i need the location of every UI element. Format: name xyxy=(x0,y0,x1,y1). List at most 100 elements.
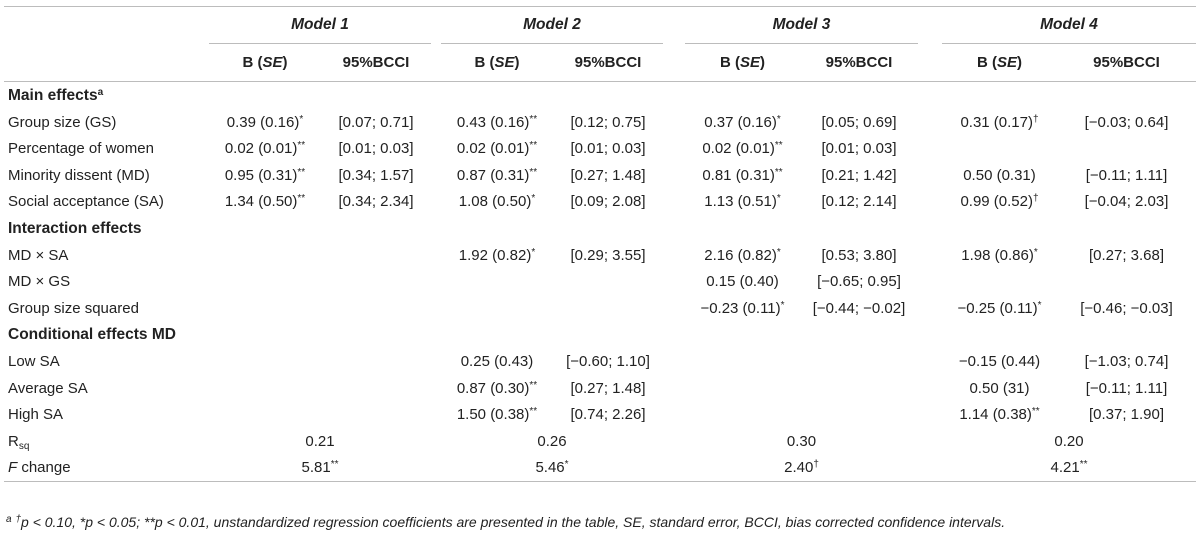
coef-cell xyxy=(685,402,800,429)
coef-cell xyxy=(209,242,321,269)
table-row: MD × SA 1.92 (0.82)* [0.29; 3.55] 2.16 (0.8… xyxy=(4,242,1196,269)
ci-cell: [−0.04; 2.03] xyxy=(1084,193,1169,211)
rsq-model-1: 0.21 xyxy=(305,432,335,450)
ci-cell: [−0.44; −0.02] xyxy=(812,299,906,317)
coef-cell: 0.15 (0.40) xyxy=(706,273,779,291)
section-title: Main effectsa xyxy=(8,86,104,104)
ci-cell: [0.27; 3.68] xyxy=(1088,246,1165,264)
ci-cell: [0.29; 3.55] xyxy=(570,246,646,264)
section-title: Interaction effects xyxy=(8,219,142,237)
model-1-header: Model 1 xyxy=(291,16,349,33)
coef-cell: 0.87 (0.31)** xyxy=(456,166,538,184)
b-se-header: B (SE) xyxy=(441,43,553,82)
model-2-header: Model 2 xyxy=(523,16,581,33)
ci-cell xyxy=(800,349,918,376)
coef-cell: 0.02 (0.01)** xyxy=(224,140,306,158)
coef-cell: 0.95 (0.31)** xyxy=(224,166,306,184)
footnote-marker: a xyxy=(6,514,12,525)
footnote-dagger: † xyxy=(15,514,22,525)
coef-cell xyxy=(685,375,800,402)
table-row: Minority dissent (MD) 0.95 (0.31)** [0.34;… xyxy=(4,162,1196,189)
ci-cell xyxy=(321,242,431,269)
coef-cell: −0.25 (0.11)* xyxy=(957,299,1042,317)
fchange-model-1: 5.81** xyxy=(301,459,339,477)
ci-header: 95%BCCI xyxy=(553,43,663,82)
rsq-row: Rsq 0.21 0.26 0.30 0.20 xyxy=(4,428,1196,455)
row-label: Low SA xyxy=(8,353,60,371)
model-4-header: Model 4 xyxy=(1040,16,1098,33)
ci-cell xyxy=(800,375,918,402)
ci-cell: [0.12; 0.75] xyxy=(570,113,646,131)
ci-cell: [−0.11; 1.11] xyxy=(1085,166,1168,184)
ci-cell: [0.07; 0.71] xyxy=(338,113,414,131)
row-label: MD × SA xyxy=(8,246,69,264)
row-label: Minority dissent (MD) xyxy=(8,166,150,184)
row-label: Group size squared xyxy=(8,299,139,317)
coef-cell: 0.25 (0.43) xyxy=(460,353,534,371)
ci-cell xyxy=(321,295,431,322)
b-se-header: B (SE) xyxy=(942,43,1057,82)
coef-cell: −0.23 (0.11)* xyxy=(700,299,785,317)
coef-cell: 0.87 (0.30)** xyxy=(456,379,538,397)
ci-cell: [0.21; 1.42] xyxy=(821,166,897,184)
column-header-row: B (SE) 95%BCCI B (SE) 95%BCCI B (SE) 95%BCCI B… xyxy=(4,43,1196,82)
coef-cell: 0.50 (31) xyxy=(969,379,1030,397)
coef-cell xyxy=(942,269,1057,296)
coef-cell xyxy=(209,349,321,376)
coef-cell: 1.92 (0.82)* xyxy=(458,246,536,264)
coef-cell: 2.16 (0.82)* xyxy=(704,246,781,264)
table-row: Group size squared −0.23 (0.11)* [−0.44; −… xyxy=(4,295,1196,322)
ci-cell: [0.27; 1.48] xyxy=(570,379,646,397)
ci-cell: [0.01; 0.03] xyxy=(821,140,897,158)
coef-cell: 0.39 (0.16)* xyxy=(226,113,304,131)
b-se-header: B (SE) xyxy=(209,43,321,82)
regression-table: Model 1 Model 2 Model 3 Model 4 B (SE) 95… xyxy=(4,6,1196,482)
ci-cell: [0.53; 3.80] xyxy=(821,246,897,264)
rsq-model-4: 0.20 xyxy=(1054,432,1084,450)
table-row: Percentage of women 0.02 (0.01)** [0.01; 0… xyxy=(4,136,1196,163)
ci-cell: [0.09; 2.08] xyxy=(570,193,646,211)
row-label: Social acceptance (SA) xyxy=(8,193,164,211)
coef-cell: 1.13 (0.51)* xyxy=(704,193,781,211)
fchange-row: F change 5.81** 5.46* 2.40† 4.21** xyxy=(4,455,1196,482)
table-row: Social acceptance (SA) 1.34 (0.50)** [0.34… xyxy=(4,189,1196,216)
row-label: High SA xyxy=(8,406,64,424)
ci-cell: [0.27; 1.48] xyxy=(570,166,646,184)
table-row: Group size (GS) 0.39 (0.16)* [0.07; 0.71] 0… xyxy=(4,109,1196,136)
ci-cell: [0.37; 1.90] xyxy=(1088,406,1165,424)
model-header-row: Model 1 Model 2 Model 3 Model 4 xyxy=(4,7,1196,44)
table-row: MD × GS 0.15 (0.40) [−0.65; 0.95] xyxy=(4,269,1196,296)
table-row: Average SA 0.87 (0.30)** [0.27; 1.48] 0.50 … xyxy=(4,375,1196,402)
coef-cell xyxy=(209,269,321,296)
section-header: Conditional effects MD xyxy=(4,322,1196,349)
table-row: Low SA 0.25 (0.43) [−0.60; 1.10] −0.15 (0.4… xyxy=(4,349,1196,376)
ci-header: 95%BCCI xyxy=(321,43,431,82)
coef-cell: 0.99 (0.52)† xyxy=(960,193,1039,211)
ci-cell: [0.01; 0.03] xyxy=(570,140,646,158)
ci-cell: [−1.03; 0.74] xyxy=(1084,353,1169,371)
ci-cell: [0.01; 0.03] xyxy=(338,140,414,158)
rsq-model-3: 0.30 xyxy=(786,432,817,450)
coef-cell xyxy=(685,349,800,376)
ci-cell xyxy=(553,269,663,296)
rsq-model-2: 0.26 xyxy=(537,432,567,450)
coef-cell xyxy=(942,136,1057,163)
section-title: Conditional effects MD xyxy=(8,326,176,343)
ci-cell xyxy=(553,295,663,322)
section-header: Interaction effects xyxy=(4,215,1196,242)
coef-cell: 1.98 (0.86)* xyxy=(961,246,1038,264)
ci-cell xyxy=(321,269,431,296)
b-se-header: B (SE) xyxy=(685,43,800,82)
fchange-label: F change xyxy=(8,459,71,477)
coef-cell: 1.14 (0.38)** xyxy=(959,406,1040,424)
ci-header: 95%BCCI xyxy=(1057,43,1196,82)
coef-cell xyxy=(209,295,321,322)
fchange-model-2: 5.46* xyxy=(535,459,569,477)
fchange-model-4: 4.21** xyxy=(1050,459,1088,477)
coef-cell: 0.02 (0.01)** xyxy=(456,140,538,158)
table-footnote: a †p < 0.10, *p < 0.05; **p < 0.01, unst… xyxy=(6,514,1005,530)
ci-cell: [0.34; 2.34] xyxy=(338,193,414,211)
ci-cell xyxy=(1057,136,1196,163)
coef-cell: 0.43 (0.16)** xyxy=(456,113,538,131)
ci-cell: [−0.03; 0.64] xyxy=(1084,113,1169,131)
